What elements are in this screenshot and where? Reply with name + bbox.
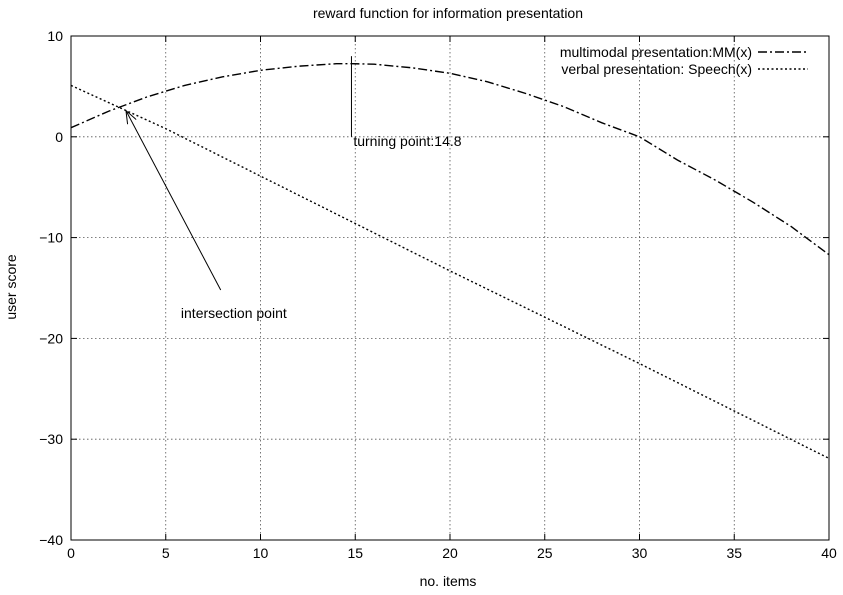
y-tick-label: −10 (39, 230, 63, 246)
x-tick-label: 35 (726, 545, 742, 561)
x-tick-label: 25 (537, 545, 553, 561)
y-tick-label: −20 (39, 330, 63, 346)
y-tick-label: 10 (47, 28, 63, 44)
legend-label-1: multimodal presentation:MM(x) (560, 44, 752, 60)
y-tick-label: −40 (39, 532, 63, 548)
series-line-1 (70, 63, 830, 256)
annotations: intersection point turning point:14.8 (126, 56, 462, 321)
y-axis-label: user score (3, 254, 19, 320)
x-tick-label: 10 (253, 545, 269, 561)
x-tick-label: 0 (67, 545, 75, 561)
y-tick-label: 0 (55, 129, 63, 145)
x-tick-label: 20 (442, 545, 458, 561)
intersection-arrow (126, 111, 222, 291)
chart-title: reward function for information presenta… (313, 5, 583, 21)
x-tick-label: 5 (162, 545, 170, 561)
annotation-label-2: turning point:14.8 (353, 133, 461, 149)
axis-ticks: 0 5 10 15 20 25 30 35 40 −40 −30 −20 −10 0 10 (39, 28, 837, 561)
series-line-2 (70, 84, 830, 460)
y-tick-label: −30 (39, 431, 63, 447)
x-tick-label: 30 (632, 545, 648, 561)
series-group (70, 63, 830, 460)
x-tick-label: 40 (821, 545, 837, 561)
legend-label-2: verbal presentation: Speech(x) (561, 61, 752, 77)
annotation-label-1: intersection point (181, 305, 287, 321)
legend: multimodal presentation:MM(x)verbal pres… (560, 44, 808, 77)
grid (71, 36, 829, 540)
x-axis-label: no. items (420, 573, 477, 589)
x-tick-label: 15 (347, 545, 363, 561)
